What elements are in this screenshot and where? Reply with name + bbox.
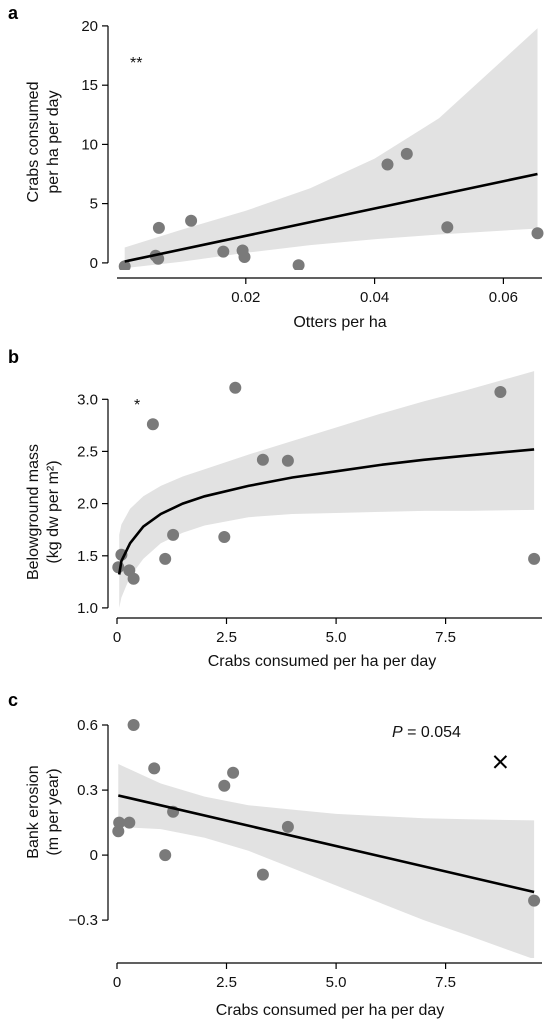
data-point-a-8 [238, 251, 251, 263]
data-point-b-7 [167, 528, 180, 541]
significance-annotation-a: ** [130, 55, 142, 72]
panel-a: a 0 5 10 15 20 0.02 0.04 0.06 ** Otters per ha… [8, 3, 544, 331]
data-point-b-6 [159, 552, 172, 565]
x-tick-label-a-3: 0.06 [489, 289, 518, 306]
panel-c-letter: c [8, 690, 18, 710]
data-point-c-11 [281, 820, 294, 833]
y-tick-label-a-2: 5 [90, 196, 98, 213]
data-point-b-9 [229, 381, 242, 394]
x-tick-label-a-2: 0.04 [360, 289, 389, 306]
y-tick-label-c-2: 0 [90, 847, 98, 864]
data-point-b-12 [494, 386, 507, 398]
data-point-c-3 [123, 816, 136, 829]
y-tick-label-b-3: 2.0 [77, 496, 98, 513]
x-tick-label-b-2: 2.5 [216, 629, 237, 646]
y-tick-label-b-4: 2.5 [77, 443, 98, 460]
y-axis-label-b-line2: (kg dw per m²) [45, 460, 62, 563]
x-tick-label-c-3: 5.0 [326, 974, 347, 991]
data-point-c-12 [528, 894, 541, 907]
data-point-a-1 [118, 260, 131, 270]
confidence-band-a [124, 28, 538, 269]
data-point-a-11 [400, 147, 413, 160]
x-axis-label-b: Crabs consumed per ha per day [208, 653, 437, 670]
fit-line-a [124, 172, 538, 263]
x-axis-label-c: Crabs consumed per ha per day [216, 1002, 445, 1019]
x-tick-label-b-3: 5.0 [326, 629, 347, 646]
confidence-band-c [118, 764, 535, 958]
cross-marker-stroke-2 [493, 755, 508, 769]
x-tick-label-b-1: 0 [113, 629, 121, 646]
y-tick-label-c-1: −0.3 [68, 912, 98, 929]
data-point-c-9 [227, 766, 240, 779]
y-axis-label-a-line2: per ha per day [45, 90, 62, 193]
y-axis-label-b-line1: Belowground mass [25, 444, 42, 580]
data-point-c-6 [159, 849, 172, 862]
y-tick-label-a-4: 15 [81, 77, 98, 94]
y-tick-label-b-2: 1.5 [77, 548, 98, 565]
points-a [118, 147, 544, 270]
data-point-a-10 [381, 158, 394, 171]
fit-line-b [117, 448, 535, 575]
data-point-b-1 [112, 561, 125, 574]
y-axis-label-c-line2: (m per year) [45, 768, 62, 855]
data-point-b-11 [281, 454, 294, 467]
data-point-c-5 [148, 762, 161, 775]
data-point-b-8 [218, 531, 231, 543]
data-point-b-10 [256, 453, 269, 466]
x-ticks-a: 0.02 0.04 0.06 [231, 278, 518, 306]
data-point-a-9 [292, 259, 305, 270]
y-axis-label-a-line1: Crabs consumed [25, 82, 42, 203]
data-point-b-4 [127, 572, 140, 585]
fit-line-c [118, 794, 535, 894]
x-axis-label-a: Otters per ha [293, 314, 386, 331]
y-ticks-c: −0.3 0 0.3 0.6 [68, 717, 108, 929]
y-tick-label-c-4: 0.6 [77, 717, 98, 734]
x-tick-label-c-4: 7.5 [435, 974, 456, 991]
x-ticks-c: 0 2.5 5.0 7.5 [113, 963, 456, 991]
y-tick-label-a-1: 0 [90, 255, 98, 272]
confidence-band-b [119, 371, 535, 608]
cross-marker-c [493, 755, 508, 769]
x-tick-label-a-1: 0.02 [231, 289, 260, 306]
x-tick-label-c-1: 0 [113, 974, 121, 991]
data-point-a-13 [531, 227, 544, 240]
panel-b: b 1.0 1.5 2.0 2.5 3.0 0 2.5 5.0 7.5 * Crabs con… [8, 347, 542, 670]
x-tick-label-b-4: 7.5 [435, 629, 456, 646]
y-tick-label-a-3: 10 [81, 136, 98, 153]
data-point-a-12 [441, 221, 454, 234]
significance-annotation-b: * [134, 397, 140, 414]
y-tick-label-a-5: 20 [81, 18, 98, 35]
data-point-c-10 [256, 868, 269, 881]
panel-c: c −0.3 0 0.3 0.6 0 2.5 5.0 7.5 P = 0.054 Crabs… [8, 690, 542, 1019]
y-ticks-a: 0 5 10 15 20 [81, 18, 108, 272]
data-point-c-2 [113, 816, 126, 829]
y-tick-label-b-5: 3.0 [77, 391, 98, 408]
data-point-a-5 [185, 214, 198, 227]
data-point-b-13 [528, 552, 541, 565]
p-value-annotation: P = 0.054 [392, 724, 461, 741]
y-ticks-b: 1.0 1.5 2.0 2.5 3.0 [77, 391, 108, 617]
p-value-number: = 0.054 [403, 724, 461, 741]
y-tick-label-c-3: 0.3 [77, 782, 98, 799]
panel-a-letter: a [8, 3, 19, 23]
y-tick-label-b-1: 1.0 [77, 600, 98, 617]
y-axis-label-c-line1: Bank erosion [25, 765, 42, 858]
x-tick-label-c-2: 2.5 [216, 974, 237, 991]
data-point-a-4 [152, 221, 165, 234]
panel-b-letter: b [8, 347, 19, 367]
data-point-c-4 [127, 719, 140, 731]
data-point-a-6 [217, 245, 230, 258]
p-value-symbol: P [392, 724, 403, 741]
data-point-c-8 [218, 779, 231, 792]
x-ticks-b: 0 2.5 5.0 7.5 [113, 618, 456, 646]
data-point-b-5 [146, 418, 159, 431]
